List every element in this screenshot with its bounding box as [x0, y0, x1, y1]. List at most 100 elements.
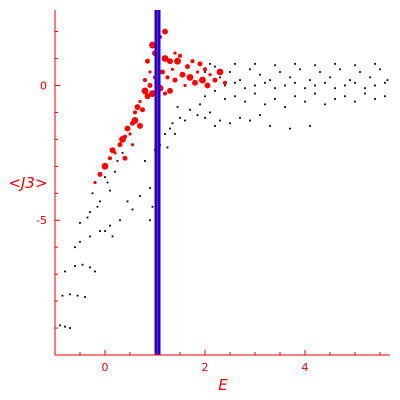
data-point [170, 67, 175, 71]
data-point [379, 68, 381, 71]
data-point [166, 146, 169, 149]
data-point [344, 84, 346, 87]
data-point [126, 200, 129, 203]
data-point [222, 80, 228, 85]
data-point [145, 58, 150, 64]
data-point [208, 73, 212, 77]
data-point [174, 57, 181, 65]
data-point [149, 41, 156, 49]
data-point [195, 70, 200, 74]
data-point [259, 73, 261, 76]
data-point [196, 114, 199, 117]
y-tick-label: 0 [40, 79, 47, 92]
data-point [224, 98, 226, 100]
data-point [309, 79, 311, 81]
data-point [234, 81, 236, 84]
data-point [97, 171, 103, 177]
data-point [202, 67, 208, 72]
data-point [167, 58, 173, 65]
data-point [374, 84, 376, 87]
data-point [264, 81, 266, 84]
data-point [93, 180, 97, 185]
data-point [214, 89, 216, 92]
x-tick-label: 4 [302, 361, 309, 374]
data-point [294, 63, 296, 65]
data-point [314, 92, 316, 95]
data-point [69, 293, 71, 296]
x-axis-label: E [218, 376, 228, 394]
data-point [224, 84, 226, 87]
data-point [185, 64, 190, 70]
data-point [64, 325, 66, 328]
data-point [128, 132, 132, 136]
data-point [269, 124, 271, 127]
data-point [74, 246, 76, 249]
data-point [364, 87, 366, 90]
data-point [299, 68, 301, 71]
data-point [254, 63, 256, 65]
data-point [109, 224, 111, 227]
data-point [219, 119, 221, 122]
data-point [119, 219, 121, 222]
data-point [239, 79, 241, 81]
data-point [74, 265, 76, 267]
data-point [374, 63, 376, 65]
data-point [244, 100, 246, 103]
data-point [279, 71, 281, 73]
data-point [284, 106, 286, 108]
data-point [106, 181, 109, 184]
data-point [234, 63, 236, 65]
data-point [319, 71, 321, 73]
data-point [149, 219, 151, 222]
data-point [219, 76, 221, 79]
data-point [212, 77, 218, 83]
data-point [169, 127, 171, 130]
data-point [167, 87, 173, 94]
data-point [172, 77, 178, 83]
data-point [131, 208, 134, 211]
data-point [99, 230, 101, 232]
data-point [334, 87, 336, 90]
data-point [173, 51, 177, 55]
data-point [79, 240, 81, 243]
data-point [304, 87, 306, 90]
data-point [104, 176, 106, 179]
data-point [183, 83, 187, 88]
data-point [384, 95, 386, 98]
data-point [113, 151, 117, 155]
data-point [144, 93, 151, 100]
data-point [111, 235, 114, 238]
data-point [314, 64, 316, 67]
data-point [249, 68, 251, 71]
data-point [294, 81, 296, 84]
data-point [164, 133, 166, 135]
data-point [264, 103, 266, 106]
data-point [89, 211, 91, 214]
data-point [229, 122, 231, 125]
data-point [124, 125, 131, 132]
data-point [132, 110, 138, 115]
data-point [294, 95, 296, 98]
data-point [141, 87, 149, 95]
x-tick-label: 0 [102, 361, 109, 374]
y-tick-label: -5 [36, 214, 47, 227]
data-point [144, 160, 146, 162]
data-point [324, 103, 326, 106]
data-point [64, 270, 66, 273]
data-point [138, 100, 142, 104]
data-point [269, 79, 271, 81]
data-point [254, 84, 256, 87]
data-point [199, 103, 201, 106]
data-point [89, 266, 91, 269]
data-point [147, 82, 153, 88]
data-point [354, 64, 356, 67]
data-point [274, 64, 276, 67]
data-point [274, 98, 276, 100]
data-point [354, 81, 356, 84]
data-point [160, 69, 165, 75]
data-point [69, 327, 71, 329]
data-point [131, 117, 139, 124]
x-tick-label: 2 [202, 361, 209, 374]
data-point [59, 324, 61, 327]
